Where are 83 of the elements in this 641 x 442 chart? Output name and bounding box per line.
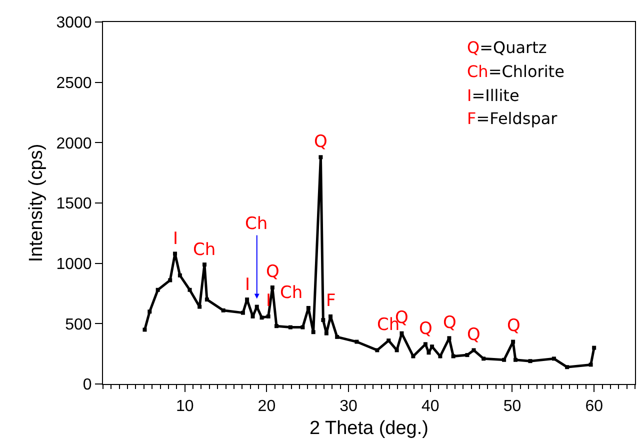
point [188, 288, 192, 292]
y-tick-label: 2500 [56, 74, 92, 92]
x-tick-label: 30 [340, 398, 358, 416]
point [148, 310, 152, 314]
point [260, 316, 264, 320]
point [221, 308, 226, 312]
point [204, 298, 209, 302]
point [240, 310, 245, 315]
point [270, 285, 274, 290]
point [465, 353, 470, 358]
point [274, 324, 279, 328]
point [288, 325, 292, 330]
point [198, 304, 202, 309]
annotation: I=Illite [467, 86, 520, 105]
point [324, 331, 328, 336]
annotation: I [173, 229, 178, 249]
point [472, 348, 476, 352]
point [173, 252, 178, 256]
point [202, 262, 206, 267]
y-tick-label: 500 [65, 316, 92, 334]
point [306, 306, 310, 310]
x-axis-title: 2 Theta (deg.) [309, 418, 429, 439]
annotation: Ch=Chlorite [467, 62, 564, 81]
point [394, 348, 399, 352]
point [447, 336, 452, 340]
point [400, 331, 404, 336]
point [411, 354, 416, 358]
point [245, 298, 250, 302]
point [451, 354, 456, 358]
point [318, 155, 323, 160]
y-tick-label: 3000 [56, 14, 92, 32]
point [426, 350, 431, 355]
point [168, 278, 172, 282]
point [178, 273, 182, 278]
point [311, 330, 316, 334]
point [335, 334, 340, 339]
point [565, 365, 570, 370]
annotation: Q [314, 132, 328, 152]
point [328, 314, 333, 318]
point [514, 358, 518, 362]
annotation: I [245, 275, 250, 295]
point [511, 340, 516, 344]
point [438, 354, 442, 358]
point [430, 344, 434, 349]
annotation: Q [467, 325, 480, 345]
point [588, 362, 593, 367]
point [254, 304, 259, 309]
annotation: Ch [280, 283, 303, 303]
x-tick-label: 40 [421, 398, 440, 416]
point [142, 328, 147, 332]
y-axis-title: Intensity (cps) [26, 144, 48, 262]
y-tick-label: 1500 [56, 196, 92, 213]
y-tick-label: 1000 [56, 256, 92, 273]
annotation: F=Feldspar [467, 109, 558, 128]
y-tick-label: 0 [82, 376, 92, 394]
point [354, 340, 359, 344]
point [250, 314, 255, 318]
annotation: Q [419, 319, 432, 339]
annotation: Q=Quartz [467, 38, 547, 57]
x-tick-label: 20 [258, 398, 276, 416]
point [266, 314, 270, 318]
x-tick-label: 10 [176, 398, 194, 416]
point [552, 356, 556, 361]
x-tick-label: 60 [585, 398, 604, 416]
point [156, 288, 160, 292]
point [321, 318, 326, 322]
point [592, 346, 596, 350]
annotation: Ch [193, 240, 216, 260]
annotation: Ch [245, 214, 268, 234]
annotation: Q [507, 316, 520, 336]
annotation: Q [266, 262, 280, 282]
point [423, 342, 428, 346]
point [482, 356, 486, 361]
annotation: F [326, 291, 336, 311]
point [300, 325, 305, 330]
point [386, 338, 391, 343]
y-tick-label: 2000 [56, 135, 92, 152]
point [528, 359, 532, 364]
annotation: Q [443, 313, 456, 333]
point [375, 348, 380, 352]
annotation: I [266, 291, 272, 311]
point [502, 358, 506, 362]
x-tick-label: 50 [503, 398, 522, 416]
